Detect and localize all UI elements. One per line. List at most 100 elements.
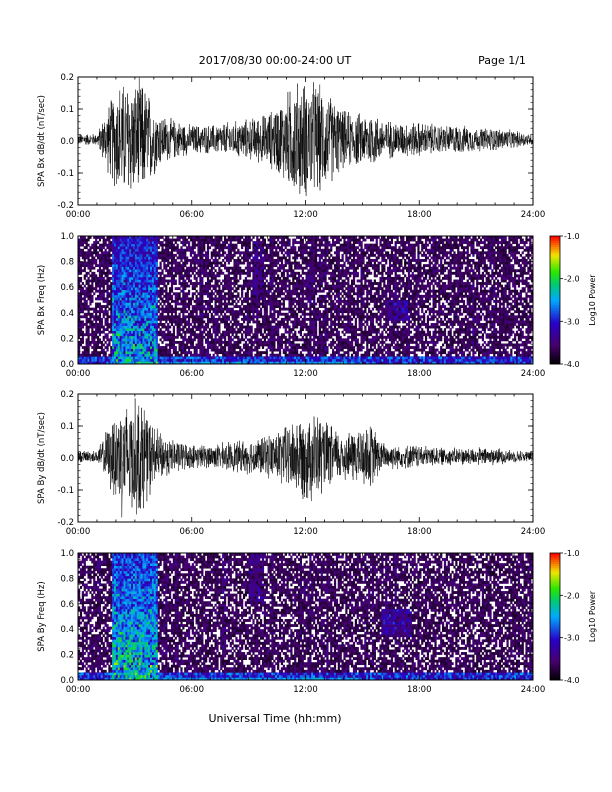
spectrogram-cell [187,274,191,278]
spectrogram-cell [115,292,119,296]
spectrogram-cell [216,292,219,296]
spectrogram-cell [93,292,96,296]
spectrogram-cell [235,238,238,242]
spectrogram-cell [78,340,81,344]
spectrogram-cell [140,310,143,314]
spectrogram-cell [134,340,138,344]
spectrogram-cell [87,279,90,283]
spectrogram-cell [286,346,289,349]
spectrogram-cell [294,266,297,270]
spectrogram-cell [218,294,221,298]
spectrogram-cell [169,294,172,298]
spectrogram-cell [242,297,246,301]
spectrogram-cell [201,238,204,242]
spectrogram-cell [199,282,202,285]
spectrogram-cell [233,323,236,326]
spectrogram-cell [189,333,193,337]
spectrogram-cell [195,348,198,352]
spectrogram-cell [265,259,268,262]
spectrogram-cell [214,248,217,252]
spectrogram-cell [102,315,105,319]
spectrogram-cell [297,302,301,306]
spectrogram-cell [267,333,270,337]
spectrogram-cell [214,302,217,306]
spectrogram-cell [191,315,194,319]
spectrogram-cell [193,287,196,291]
spectrogram-cell [214,294,217,298]
spectrogram-cell [98,269,102,273]
spectrogram-cell [144,243,147,247]
spectrogram-cell [153,356,157,360]
spectrogram-cell [184,323,187,326]
spectrogram-cell [155,264,158,268]
spectrogram-cell [252,307,255,311]
spectrogram-cell [169,315,172,319]
spectrogram-cell [206,335,210,339]
spectrogram-cell [167,302,170,306]
spectrogram-cell [263,356,266,360]
spectrogram-cell [91,333,94,337]
spectrogram-cell [256,346,259,349]
spectrogram-cell [174,361,177,365]
spectrogram-cell [151,279,155,283]
spectrogram-cell [134,282,138,285]
spectrogram-cell [246,312,249,316]
spectrogram-cell [117,238,121,242]
spectrogram-cell [136,282,139,285]
spectrogram-cell [227,246,230,250]
spectrogram-cell [114,236,117,239]
spectrogram-cell [258,282,261,285]
spectrogram-cell [244,279,248,283]
spectrogram-cell [187,297,191,301]
spectrogram-cell [258,287,261,291]
spectrogram-cell [186,246,189,250]
spectrogram-cell [174,312,177,316]
spectrogram-cell [191,325,194,329]
spectrogram-cell [241,356,244,360]
spectrogram-cell [123,351,126,355]
spectrogram-cell [131,300,134,303]
spectrogram-cell [131,351,134,355]
spectrogram-cell [169,356,172,360]
spectrogram-cell [106,236,109,239]
spectrogram-cell [96,315,100,319]
spectrogram-cell [250,259,253,262]
spectrogram-cell [199,248,202,252]
spectrogram-cell [184,282,187,285]
spectrogram-cell [290,294,293,298]
spectrogram-cell [284,340,287,344]
spectrogram-cell [79,243,83,247]
spectrogram-cell [176,325,179,329]
spectrogram-cell [148,317,151,321]
spectrogram-cell [106,259,109,262]
spectrogram-cell [277,323,280,326]
spectrogram-cell [78,238,81,242]
spectrogram-cell [271,305,274,308]
spectrogram-cell [282,284,285,288]
spectrogram-cell [278,356,282,360]
spectrogram-cell [114,330,117,334]
spectrogram-cell [117,251,121,255]
spectrogram-cell [157,246,160,250]
spectrogram-cell [261,274,265,278]
spectrogram-cell [208,269,212,273]
spectrogram-cell [178,282,181,285]
spectrogram-cell [244,253,248,257]
spectrogram-cell [91,274,94,278]
spectrogram-cell [108,279,111,283]
spectrogram-cell [129,335,132,339]
spectrogram-cell [117,310,121,314]
spectrogram-cell [157,276,160,280]
spectrogram-cell [108,292,111,296]
spectrogram-cell [172,333,175,337]
spectrogram-cell [159,312,162,316]
spectrogram-cell [131,241,134,244]
spectrogram-cell [104,335,107,339]
spectrogram-cell [134,348,138,352]
spectrogram-cell [127,320,130,324]
spectrogram-cell [186,256,189,260]
spectrogram-cell [184,253,187,257]
spectrogram-cell [193,305,196,308]
spectrogram-cell [288,310,291,314]
spectrogram-cell [273,279,276,283]
